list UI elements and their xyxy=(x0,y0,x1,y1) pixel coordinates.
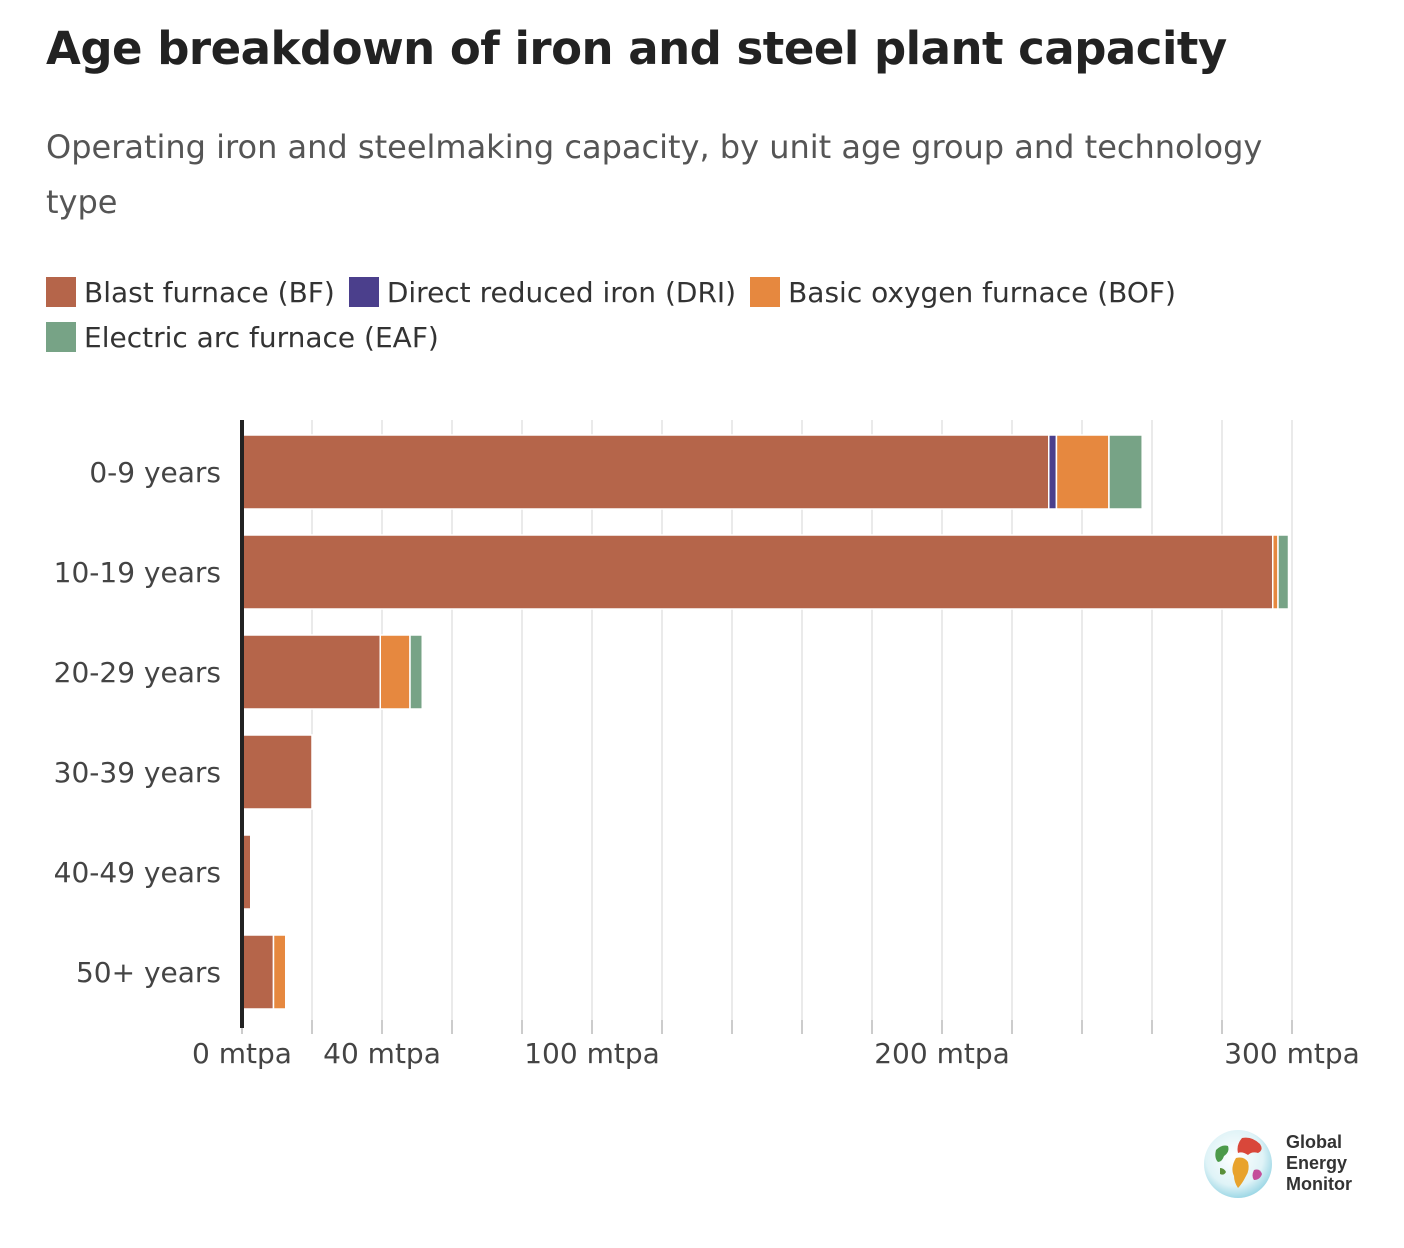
logo-line-1: Global xyxy=(1286,1132,1343,1152)
chart-subtitle: Operating iron and steelmaking capacity,… xyxy=(46,128,1263,221)
bar-eaf-10-19-years xyxy=(1277,534,1290,610)
category-label: 50+ years xyxy=(76,956,221,989)
category-labels: 0-9 years 10-19 years 20-29 years 30-39 yea… xyxy=(54,456,221,989)
category-label: 20-29 years xyxy=(54,656,221,689)
logo-line-2: Energy xyxy=(1286,1153,1348,1173)
legend-swatch-dri xyxy=(348,277,379,307)
category-label: 0-9 years xyxy=(89,456,221,489)
legend-label-bf: Blast furnace (BF) xyxy=(84,275,335,309)
legend-item-dri: Direct reduced iron (DRI) xyxy=(348,275,737,309)
logo-text: Global Energy Monitor xyxy=(1286,1132,1352,1195)
gridlines xyxy=(311,420,1293,1022)
globe-icon xyxy=(1204,1130,1272,1198)
x-tick-label: 200 mtpa xyxy=(874,1037,1010,1070)
bars xyxy=(241,434,1290,1010)
category-label: 40-49 years xyxy=(54,856,221,889)
legend-item-eaf: Electric arc furnace (EAF) xyxy=(46,320,439,354)
x-tick-label: 100 mtpa xyxy=(524,1037,660,1070)
x-tick-label: 40 mtpa xyxy=(323,1037,441,1070)
bar-bf-10-19-years xyxy=(241,534,1274,610)
global-energy-monitor-logo: Global Energy Monitor xyxy=(1202,1128,1372,1200)
bar-eaf-0-9-years xyxy=(1108,434,1143,510)
bar-eaf-20-29-years xyxy=(409,634,423,710)
legend-label-bof: Basic oxygen furnace (BOF) xyxy=(788,275,1176,309)
legend-label-dri: Direct reduced iron (DRI) xyxy=(386,275,737,309)
bar-bf-20-29-years xyxy=(241,634,381,710)
bar-bf-0-9-years xyxy=(241,434,1050,510)
legend: Blast furnace (BF) Direct reduced iron (… xyxy=(46,275,1346,354)
bar-bof-0-9-years xyxy=(1055,434,1110,510)
bar-bf-30-39-years xyxy=(241,734,313,810)
legend-swatch-eaf xyxy=(46,322,76,352)
legend-swatch-bof xyxy=(750,277,781,307)
legend-item-bof: Basic oxygen furnace (BOF) xyxy=(750,275,1176,309)
x-tick-label: 0 mtpa xyxy=(192,1037,292,1070)
chart-title: Age breakdown of iron and steel plant ca… xyxy=(46,22,1227,75)
logo-line-3: Monitor xyxy=(1286,1174,1352,1194)
x-tick-labels: 0 mtpa 40 mtpa 100 mtpa 200 mtpa 300 mtpa xyxy=(192,1037,1360,1070)
bar-bf-50-years xyxy=(241,934,275,1010)
bar-bof-20-29-years xyxy=(379,634,411,710)
legend-item-bf: Blast furnace (BF) xyxy=(46,275,335,309)
legend-label-eaf: Electric arc furnace (EAF) xyxy=(84,320,439,354)
x-ticks xyxy=(241,1020,1293,1034)
category-label: 30-39 years xyxy=(54,756,221,789)
category-label: 10-19 years xyxy=(54,556,221,589)
x-tick-label: 300 mtpa xyxy=(1224,1037,1360,1070)
legend-swatch-bf xyxy=(46,277,76,307)
bar-bof-50-years xyxy=(272,934,287,1010)
bar-chart: 0-9 years 10-19 years 20-29 years 30-39 yea… xyxy=(54,420,1360,1070)
bar-bof-10-19-years xyxy=(1272,534,1279,610)
bar-dri-0-9-years xyxy=(1048,434,1058,510)
